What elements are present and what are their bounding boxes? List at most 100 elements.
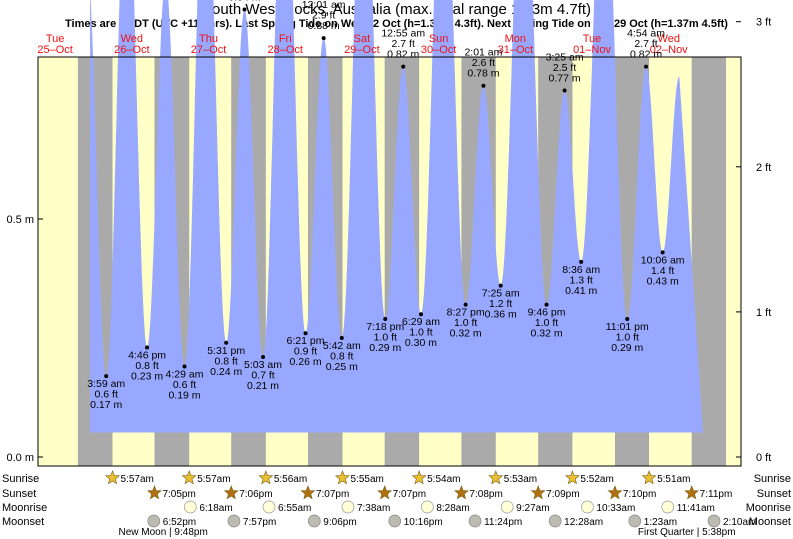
sunset-icon xyxy=(377,485,393,500)
chart-subtitle: Times are AEDT (UTC +11.0hrs). Last Spri… xyxy=(65,18,728,30)
low-tide-label: 0.9 ft xyxy=(294,346,317,358)
high-tide-label: 0.78 m xyxy=(467,68,499,80)
moonrise-icon xyxy=(262,500,276,514)
sunrise-icon xyxy=(641,470,657,485)
low-tide-label: 0.24 m xyxy=(210,366,242,378)
tide-point xyxy=(104,374,109,379)
tide-point xyxy=(481,83,486,88)
sunset-time: 7:06pm xyxy=(239,489,272,500)
high-tide-label: 2.5 ft xyxy=(553,62,576,74)
daylight-band xyxy=(38,57,78,466)
low-tide-label: 10:06 am xyxy=(641,254,685,266)
low-tide-label: 1.0 ft xyxy=(409,327,432,339)
tide-point xyxy=(625,316,630,321)
moonset-icon xyxy=(548,514,562,528)
tide-point xyxy=(401,64,406,69)
high-tide-label: 0.88 m xyxy=(308,20,340,32)
low-tide-label: 9:46 pm xyxy=(528,307,566,319)
sunrise-time: 5:57am xyxy=(197,474,230,485)
moonrise-time: 9:27am xyxy=(516,503,549,514)
low-tide-label: 0.21 m xyxy=(247,380,279,392)
low-tide-label: 0.29 m xyxy=(369,342,401,354)
y-tick-label-ft: 1 ft xyxy=(756,307,771,319)
tide-point xyxy=(383,316,388,321)
moonset-time: 11:24pm xyxy=(484,517,522,528)
high-tide-label: 0.82 m xyxy=(387,49,419,61)
high-tide-label: 12:01 am xyxy=(302,0,346,11)
day-name: Thu xyxy=(199,33,218,45)
y-tick-label-ft: 3 ft xyxy=(756,17,771,29)
sunrise-time: 5:57am xyxy=(120,474,153,485)
moonset-icon xyxy=(468,514,482,528)
low-tide-label: 0.6 ft xyxy=(95,389,118,401)
row-label-sunset-left: Sunset xyxy=(2,488,36,500)
day-name: Wed xyxy=(121,33,143,45)
day-name: Sat xyxy=(354,33,371,45)
sunset-icon xyxy=(453,485,469,500)
low-tide-label: 3:59 am xyxy=(87,378,125,390)
low-tide-label: 4:46 pm xyxy=(128,350,166,362)
moonset-icon xyxy=(307,514,321,528)
moonset-time: 10:16pm xyxy=(404,517,443,528)
tide-point xyxy=(339,336,344,340)
high-tide-label: 0.94 m xyxy=(228,0,260,4)
moonrise-icon xyxy=(581,500,594,514)
sunrise-icon xyxy=(488,470,504,485)
day-date: 02–Nov xyxy=(650,44,688,56)
low-tide-label: 0.26 m xyxy=(289,356,321,368)
low-tide-label: 0.17 m xyxy=(90,399,122,411)
moonrise-time: 7:38am xyxy=(357,503,390,514)
sunrise-icon xyxy=(181,470,197,485)
tide-point xyxy=(498,283,503,288)
low-tide-label: 0.41 m xyxy=(565,285,597,297)
low-tide-label: 5:03 am xyxy=(244,359,282,371)
tide-point xyxy=(303,331,308,336)
tide-point xyxy=(579,259,584,264)
low-tide-label: 0.36 m xyxy=(485,309,517,321)
high-tide-label: 2.7 ft xyxy=(634,38,657,50)
sunset-time: 7:05pm xyxy=(162,489,195,500)
moonset-icon xyxy=(227,514,241,528)
moonset-time: 6:52pm xyxy=(163,517,196,528)
axes: 0.0 m0.5 m1.0 m1.5 m0 ft1 ft2 ft3 ft4 ft… xyxy=(6,17,771,467)
sunrise-time: 5:56am xyxy=(274,474,307,485)
day-name: Sun xyxy=(429,33,449,45)
low-tide-label: 0.19 m xyxy=(168,390,200,402)
sunset-icon xyxy=(146,485,162,500)
astro-rows: Sunrise Sunrise Sunset Sunset Moonrise Moonri… xyxy=(2,470,791,538)
tide-point xyxy=(145,345,150,350)
sunset-time: 7:07pm xyxy=(316,489,349,500)
sunset-icon xyxy=(223,485,239,500)
low-tide-label: 7:25 am xyxy=(482,288,520,300)
sunset-icon xyxy=(530,485,546,500)
sunset-icon xyxy=(300,485,316,500)
moonrise-icon xyxy=(420,500,434,514)
low-tide-label: 7:18 pm xyxy=(366,321,404,333)
moonrise-time: 11:41am xyxy=(677,503,715,514)
sunrise-time: 5:51am xyxy=(657,474,690,485)
high-tide-label: 3:25 am xyxy=(546,51,584,63)
moonrise-time: 6:55am xyxy=(278,503,311,514)
sunset-time: 7:09pm xyxy=(546,489,579,500)
sunrise-icon xyxy=(104,470,121,485)
low-tide-label: 0.6 ft xyxy=(173,379,196,391)
day-date: 25–Oct xyxy=(37,44,72,56)
y-tick-label-ft: 0 ft xyxy=(756,452,771,464)
high-tide-label: 4:54 am xyxy=(627,28,665,40)
daylight-band xyxy=(726,57,741,466)
tide-point xyxy=(562,88,567,93)
high-tide-label: 0.77 m xyxy=(549,72,581,84)
sunrise-icon xyxy=(334,470,350,485)
moonset-time: 12:28am xyxy=(564,517,603,528)
low-tide-label: 1.0 ft xyxy=(616,331,639,343)
moonrise-icon xyxy=(341,500,355,514)
moonset-time: 7:57pm xyxy=(243,517,276,528)
day-date: 26–Oct xyxy=(114,44,149,56)
moonrise-time: 8:28am xyxy=(436,503,469,514)
tide-point xyxy=(660,250,665,255)
moonset-icon xyxy=(628,514,642,528)
low-tide-label: 1.0 ft xyxy=(374,331,397,343)
low-tide-label: 1.2 ft xyxy=(489,298,512,310)
sunrise-time: 5:53am xyxy=(504,474,537,485)
